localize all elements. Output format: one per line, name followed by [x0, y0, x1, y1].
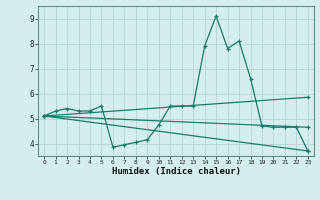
X-axis label: Humidex (Indice chaleur): Humidex (Indice chaleur)	[111, 167, 241, 176]
